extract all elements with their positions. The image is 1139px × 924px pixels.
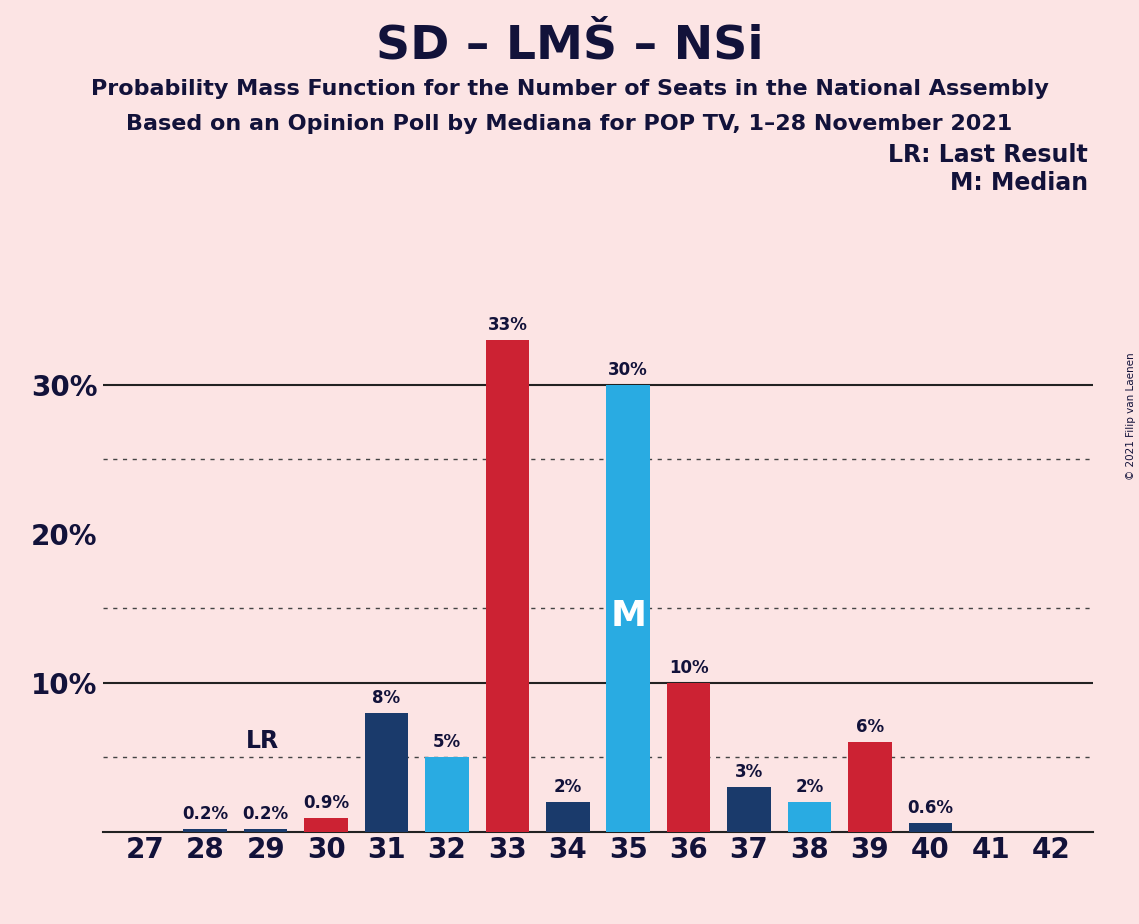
- Text: 3%: 3%: [735, 763, 763, 781]
- Bar: [425, 757, 468, 832]
- Text: 10%: 10%: [669, 659, 708, 676]
- Text: 8%: 8%: [372, 688, 401, 707]
- Text: 2%: 2%: [554, 778, 582, 796]
- Bar: [728, 787, 771, 832]
- Text: Based on an Opinion Poll by Mediana for POP TV, 1–28 November 2021: Based on an Opinion Poll by Mediana for …: [126, 114, 1013, 134]
- Bar: [183, 829, 227, 832]
- Text: LR: Last Result: LR: Last Result: [888, 143, 1088, 167]
- Bar: [909, 822, 952, 832]
- Text: 0.2%: 0.2%: [182, 805, 228, 822]
- Text: 0.6%: 0.6%: [908, 798, 953, 817]
- Bar: [485, 340, 530, 832]
- Text: 5%: 5%: [433, 734, 461, 751]
- Bar: [304, 819, 347, 832]
- Bar: [606, 385, 650, 832]
- Text: 33%: 33%: [487, 316, 527, 334]
- Text: Probability Mass Function for the Number of Seats in the National Assembly: Probability Mass Function for the Number…: [91, 79, 1048, 99]
- Text: SD – LMŠ – NSi: SD – LMŠ – NSi: [376, 23, 763, 68]
- Text: 0.2%: 0.2%: [243, 805, 288, 822]
- Bar: [849, 742, 892, 832]
- Bar: [364, 712, 408, 832]
- Text: 30%: 30%: [608, 361, 648, 379]
- Text: 6%: 6%: [855, 718, 884, 736]
- Text: LR: LR: [246, 729, 279, 753]
- Bar: [244, 829, 287, 832]
- Text: M: M: [611, 599, 646, 633]
- Text: © 2021 Filip van Laenen: © 2021 Filip van Laenen: [1126, 352, 1136, 480]
- Bar: [666, 683, 711, 832]
- Text: M: Median: M: Median: [950, 171, 1088, 195]
- Text: 0.9%: 0.9%: [303, 795, 350, 812]
- Bar: [788, 802, 831, 832]
- Bar: [546, 802, 590, 832]
- Text: 2%: 2%: [795, 778, 823, 796]
